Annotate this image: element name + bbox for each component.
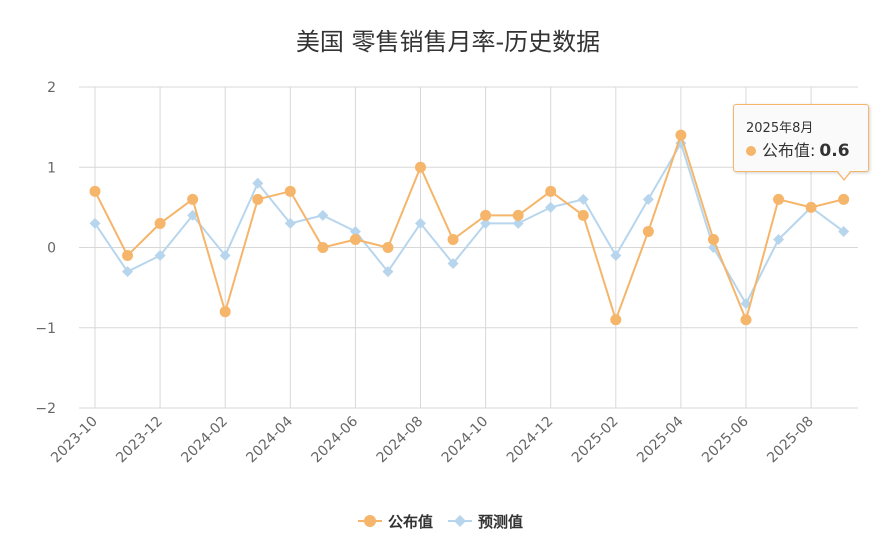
legend[interactable]: 公布值 预测值 bbox=[358, 513, 523, 531]
x-tick-label: 2024-08 bbox=[374, 414, 427, 467]
data-point bbox=[122, 266, 134, 278]
x-tick-label: 2024-02 bbox=[178, 414, 231, 467]
x-tick-label: 2024-12 bbox=[504, 414, 557, 467]
x-tick-label: 2025-08 bbox=[764, 414, 817, 467]
y-axis: 2 1 0 −1 −2 bbox=[35, 80, 56, 417]
x-tick-label: 2025-06 bbox=[699, 413, 752, 466]
data-point bbox=[740, 314, 752, 326]
data-point bbox=[349, 233, 361, 245]
data-point bbox=[252, 177, 264, 189]
data-point bbox=[577, 209, 589, 221]
chart-title: 美国 零售销售月率-历史数据 bbox=[296, 28, 600, 56]
data-point bbox=[512, 217, 524, 229]
x-tick-label: 2025-04 bbox=[634, 413, 687, 466]
data-point bbox=[187, 209, 199, 221]
legend-label: 公布值 bbox=[388, 513, 433, 531]
legend-marker-icon bbox=[454, 515, 466, 527]
series-line bbox=[94, 134, 844, 321]
tooltip-date: 2025年8月 bbox=[746, 121, 814, 136]
data-point bbox=[317, 209, 329, 221]
x-tick-label: 2024-10 bbox=[439, 414, 492, 467]
data-point bbox=[480, 217, 492, 229]
data-point bbox=[838, 225, 850, 237]
data-point bbox=[773, 193, 785, 205]
data-point bbox=[382, 242, 394, 253]
data-point bbox=[349, 225, 361, 237]
data-point bbox=[610, 314, 622, 326]
legend-item[interactable]: 预测值 bbox=[448, 513, 523, 531]
data-point bbox=[219, 250, 231, 262]
data-point bbox=[642, 193, 654, 205]
tooltip-value: 0.6 bbox=[819, 141, 850, 161]
legend-label: 预测值 bbox=[478, 513, 523, 531]
data-point bbox=[838, 193, 850, 205]
data-point bbox=[415, 217, 426, 229]
x-tick-label: 2023-10 bbox=[48, 414, 101, 467]
y-tick-label: −1 bbox=[35, 321, 56, 337]
data-point bbox=[610, 250, 622, 262]
tooltip-arrow-inner bbox=[837, 170, 851, 179]
tooltip: 2025年8月 公布值: 0.6 bbox=[733, 104, 869, 172]
x-tick-label: 2024-04 bbox=[243, 413, 296, 466]
data-point bbox=[415, 161, 426, 173]
legend-marker-icon bbox=[364, 515, 376, 527]
data-point bbox=[447, 233, 459, 245]
data-point bbox=[284, 217, 296, 229]
data-point bbox=[805, 201, 817, 213]
data-point bbox=[219, 306, 231, 318]
data-point bbox=[284, 185, 296, 197]
data-point bbox=[89, 185, 101, 197]
tooltip-marker-icon bbox=[746, 146, 756, 156]
x-tick-label: 2023-12 bbox=[113, 414, 166, 467]
grid-layer bbox=[79, 86, 858, 409]
series-line bbox=[94, 142, 845, 305]
data-point bbox=[642, 225, 654, 237]
data-point bbox=[447, 258, 459, 270]
data-point bbox=[480, 209, 492, 221]
data-point bbox=[154, 250, 166, 262]
data-point bbox=[122, 250, 134, 262]
data-point bbox=[252, 193, 264, 205]
data-point bbox=[317, 242, 329, 253]
data-point bbox=[545, 185, 557, 197]
data-point bbox=[187, 193, 199, 205]
y-tick-label: 1 bbox=[47, 160, 56, 176]
tooltip-row: 公布值: 0.6 bbox=[746, 141, 868, 161]
data-point bbox=[707, 233, 719, 245]
data-point bbox=[382, 266, 394, 278]
y-tick-label: 2 bbox=[47, 80, 56, 96]
x-axis: 2023-10 2023-12 2024-02 2024-04 2024-06 2024-… bbox=[48, 413, 817, 466]
x-tick-label: 2025-02 bbox=[569, 414, 622, 467]
y-tick-label: −2 bbox=[35, 401, 56, 417]
data-point bbox=[675, 129, 687, 141]
series-layer bbox=[89, 129, 850, 326]
tooltip-series-label: 公布值: bbox=[762, 141, 816, 160]
data-point bbox=[89, 217, 101, 229]
data-point bbox=[545, 201, 557, 213]
data-point bbox=[154, 217, 166, 229]
x-tick-label: 2024-06 bbox=[309, 413, 362, 466]
legend-item[interactable]: 公布值 bbox=[358, 513, 433, 531]
data-point bbox=[512, 209, 524, 221]
data-point bbox=[577, 193, 589, 205]
y-tick-label: 0 bbox=[47, 241, 56, 257]
data-point bbox=[773, 233, 785, 245]
